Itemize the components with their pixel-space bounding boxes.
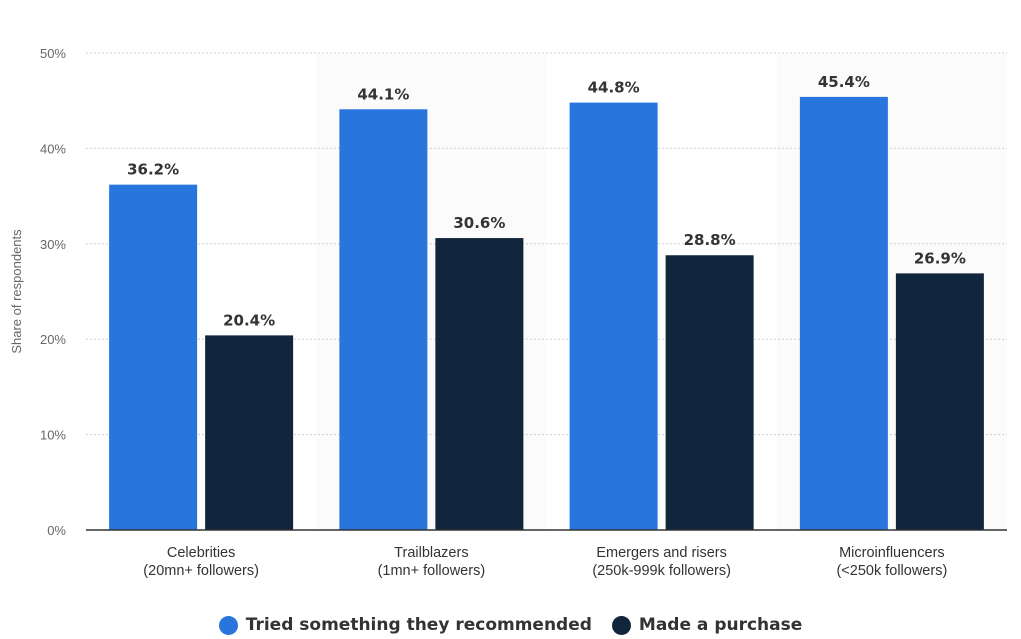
data-label: 36.2% bbox=[127, 161, 179, 179]
legend-item-purchase[interactable]: Made a purchase bbox=[611, 615, 803, 635]
x-tick-label: Celebrities bbox=[167, 545, 236, 561]
x-tick-label: (20mn+ followers) bbox=[143, 563, 259, 579]
x-tick-label: (<250k followers) bbox=[836, 563, 947, 579]
data-label: 30.6% bbox=[453, 214, 505, 232]
bar-purchase bbox=[665, 255, 754, 531]
y-tick-label: 20% bbox=[40, 332, 66, 347]
data-label: 26.9% bbox=[914, 249, 966, 267]
data-label: 28.8% bbox=[684, 231, 736, 249]
legend-marker-tried bbox=[218, 615, 238, 635]
y-tick-label: 50% bbox=[40, 46, 66, 61]
bar-tried bbox=[339, 109, 428, 530]
data-label: 45.4% bbox=[818, 73, 870, 91]
legend-item-tried[interactable]: Tried something they recommended bbox=[218, 615, 592, 635]
legend: Tried something they recommended Made a … bbox=[0, 612, 1021, 638]
y-axis-title: Share of respondents bbox=[9, 229, 24, 354]
data-label: 44.8% bbox=[588, 79, 640, 97]
y-tick-label: 0% bbox=[47, 523, 66, 538]
x-tick-label: Trailblazers bbox=[394, 545, 468, 561]
bar-chart: 0% 10% 20% 30% 40% 50% Share of respondents 36… bbox=[9, 46, 1007, 579]
y-axis: 0% 10% 20% 30% 40% 50% Share of respondents bbox=[9, 46, 66, 538]
data-label: 20.4% bbox=[223, 311, 275, 329]
x-tick-label: Microinfluencers bbox=[839, 545, 945, 561]
x-tick-label: (1mn+ followers) bbox=[378, 563, 486, 579]
bar-purchase bbox=[895, 273, 984, 530]
y-tick-label: 40% bbox=[40, 141, 66, 156]
legend-label-tried: Tried something they recommended bbox=[245, 615, 592, 635]
y-tick-label: 10% bbox=[40, 428, 66, 443]
bar-tried bbox=[799, 96, 888, 530]
y-tick-label: 30% bbox=[40, 237, 66, 252]
data-label: 44.1% bbox=[357, 85, 409, 103]
legend-label-purchase: Made a purchase bbox=[638, 615, 803, 635]
x-tick-label: Emergers and risers bbox=[596, 545, 727, 561]
legend-marker-purchase bbox=[611, 615, 631, 635]
bar-tried bbox=[109, 184, 198, 531]
bar-purchase bbox=[435, 238, 524, 531]
data-labels: 36.2% 20.4% 44.1% 30.6% 44.8% 28.8% 45.4% 26.9% bbox=[127, 73, 966, 330]
bars bbox=[109, 96, 984, 531]
bar-tried bbox=[569, 102, 658, 530]
x-tick-label: (250k-999k followers) bbox=[592, 563, 731, 579]
bar-purchase bbox=[205, 335, 294, 530]
x-axis: Celebrities (20mn+ followers) Trailblazers… bbox=[86, 529, 1007, 579]
